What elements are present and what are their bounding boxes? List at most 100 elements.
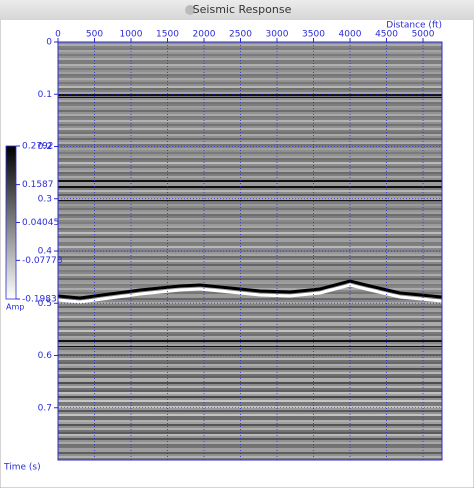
- image-stripe: [58, 146, 442, 148]
- image-stripe: [58, 314, 442, 316]
- image-stripe: [58, 170, 442, 172]
- image-stripe: [58, 196, 442, 198]
- image-stripe: [58, 176, 442, 178]
- image-stripe: [58, 336, 442, 338]
- image-stripe: [58, 438, 442, 440]
- colorbar-tick-label: 0.1587: [22, 180, 54, 190]
- reflector: [58, 279, 442, 300]
- image-stripe: [58, 210, 442, 212]
- image-stripe: [58, 70, 442, 72]
- image-event: [58, 186, 442, 188]
- window-title: Seismic Response: [193, 3, 292, 16]
- image-stripe: [58, 394, 442, 396]
- image-stripe: [58, 284, 442, 286]
- colorbar: [5, 145, 17, 300]
- image-stripe: [58, 358, 442, 360]
- image-stripe: [58, 352, 442, 354]
- y-tick-label: 0.6: [38, 351, 53, 361]
- image-stripe: [58, 398, 442, 400]
- image-stripe: [58, 218, 442, 220]
- image-stripe: [58, 416, 442, 418]
- seismic-image: [58, 42, 442, 460]
- image-stripe: [58, 192, 442, 194]
- y-tick-label: 0.4: [38, 247, 53, 257]
- image-stripe: [58, 108, 442, 110]
- image-stripe: [58, 454, 442, 456]
- image-stripe: [58, 72, 442, 74]
- image-stripe: [58, 390, 442, 392]
- image-stripe: [58, 46, 442, 48]
- x-tick-label: 4000: [339, 30, 362, 40]
- image-stripe: [58, 364, 442, 366]
- image-stripe: [58, 190, 442, 192]
- x-tick-label: 3000: [266, 30, 289, 40]
- image-stripe: [58, 42, 442, 44]
- image-stripe: [58, 184, 442, 186]
- image-event: [58, 94, 442, 96]
- image-stripe: [58, 130, 442, 132]
- image-stripe: [58, 224, 442, 226]
- y-tick-label: 0.5: [38, 299, 52, 309]
- image-stripe: [58, 66, 442, 68]
- image-stripe: [58, 378, 442, 380]
- image-stripe: [58, 62, 442, 64]
- image-stripe: [58, 74, 442, 76]
- image-stripe: [58, 44, 442, 46]
- image-stripe: [58, 428, 442, 430]
- image-stripe: [58, 432, 442, 434]
- reflector-halo: [58, 283, 442, 304]
- image-stripe: [58, 216, 442, 218]
- image-stripe: [58, 274, 442, 276]
- image-stripe: [58, 450, 442, 452]
- image-stripe: [58, 82, 442, 84]
- image-stripe: [58, 68, 442, 70]
- image-stripe: [58, 174, 442, 176]
- image-stripe: [58, 356, 442, 358]
- image-stripe: [58, 236, 442, 238]
- image-stripe: [58, 368, 442, 370]
- image-stripe: [58, 100, 442, 102]
- image-stripe: [58, 326, 442, 328]
- image-stripe: [58, 400, 442, 402]
- image-stripe: [58, 156, 442, 158]
- image-stripe: [58, 242, 442, 244]
- image-stripe: [58, 286, 442, 288]
- image-stripe: [58, 102, 442, 104]
- image-stripe: [58, 402, 442, 404]
- image-stripe: [58, 348, 442, 350]
- image-stripe: [58, 312, 442, 314]
- x-axis-label: Distance (ft): [386, 21, 442, 31]
- image-stripe: [58, 308, 442, 310]
- image-stripe: [58, 304, 442, 306]
- image-stripe: [58, 334, 442, 336]
- image-stripe: [58, 158, 442, 160]
- image-stripe: [58, 160, 442, 162]
- image-stripe: [58, 452, 442, 454]
- image-stripe: [58, 342, 442, 344]
- image-stripe: [58, 144, 442, 146]
- image-stripe: [58, 300, 442, 302]
- image-stripe: [58, 370, 442, 372]
- image-stripe: [58, 458, 442, 460]
- image-stripe: [58, 374, 442, 376]
- image-stripe: [58, 166, 442, 168]
- image-stripe: [58, 164, 442, 166]
- image-stripe: [58, 412, 442, 414]
- image-stripe: [58, 182, 442, 184]
- image-stripe: [58, 194, 442, 196]
- image-stripe: [58, 272, 442, 274]
- image-stripe: [58, 104, 442, 106]
- image-stripe: [58, 344, 442, 346]
- image-stripe: [58, 154, 442, 156]
- image-stripe: [58, 410, 442, 412]
- x-tick-label: 3500: [302, 30, 325, 40]
- image-stripe: [58, 434, 442, 436]
- image-stripe: [58, 222, 442, 224]
- image-stripe: [58, 244, 442, 246]
- image-stripe: [58, 372, 442, 374]
- image-stripe: [58, 238, 442, 240]
- image-stripe: [58, 246, 442, 248]
- image-stripe: [58, 384, 442, 386]
- image-stripe: [58, 316, 442, 318]
